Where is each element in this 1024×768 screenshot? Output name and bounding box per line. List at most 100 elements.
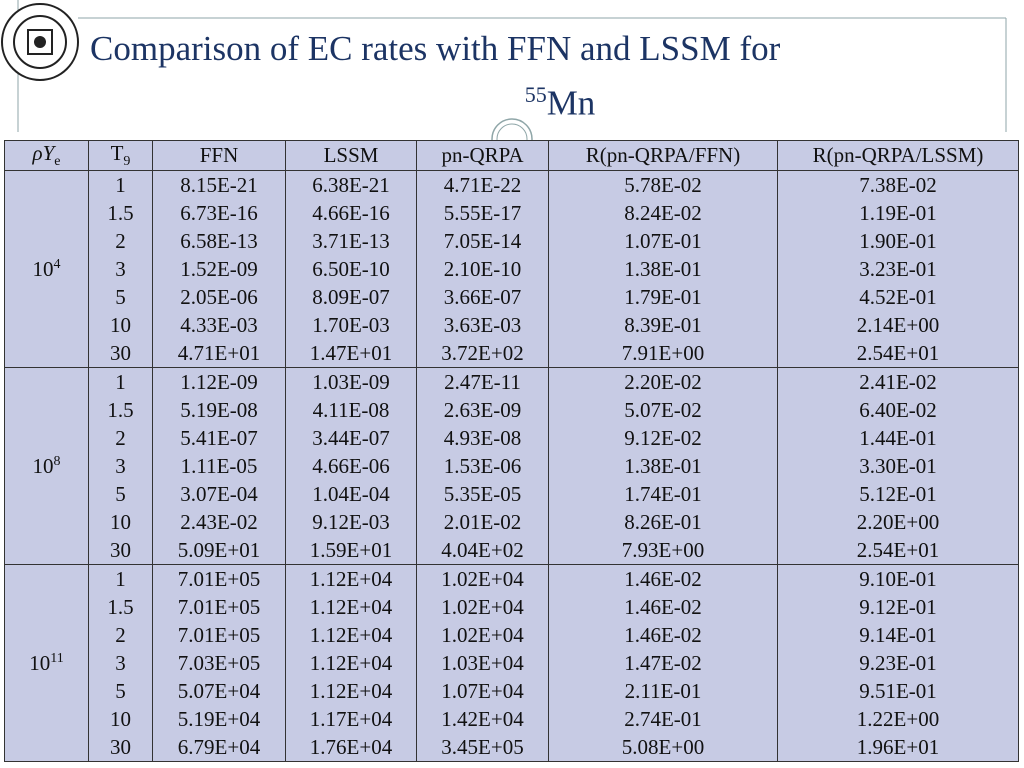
- table-row: 5 3.07E-04 1.04E-04 5.35E-05 1.74E-01 5.12E-0…: [5, 480, 1019, 509]
- table-row: 30 4.71E+01 1.47E+01 3.72E+02 7.91E+00 2.54E+…: [5, 339, 1019, 368]
- superscript: 55: [524, 82, 547, 107]
- table-cell: 1.12E+04: [285, 649, 417, 678]
- table-cell: 6.58E-13: [152, 227, 286, 256]
- density-cell: 1011: [4, 564, 89, 762]
- table-row: 5 2.05E-06 8.09E-07 3.66E-07 1.79E-01 4.52E-0…: [5, 283, 1019, 312]
- table-cell: 1.03E-09: [285, 367, 417, 397]
- table-cell: 1.59E+01: [285, 536, 417, 565]
- table-cell: 4.52E-01: [777, 283, 1019, 312]
- table-cell: 1.02E+04: [416, 564, 549, 594]
- table-cell: 10: [88, 705, 153, 734]
- table-cell: 3.44E-07: [285, 424, 417, 453]
- table-row: 30 6.79E+04 1.76E+04 3.45E+05 5.08E+00 1.96E+…: [5, 733, 1019, 762]
- table-cell: 1.38E-01: [548, 255, 778, 284]
- table-cell: 9.23E-01: [777, 649, 1019, 678]
- header-cell: R(pn-QRPA/FFN): [548, 139, 778, 172]
- slide-title: Comparison of EC rates with FFN and LSSM…: [90, 26, 950, 127]
- table-cell: 5.09E+01: [152, 536, 286, 565]
- table-cell: 2.54E+01: [777, 339, 1019, 368]
- table-row: 1.5 7.01E+05 1.12E+04 1.02E+04 1.46E-02 9.12E…: [5, 593, 1019, 622]
- header-main: T: [110, 141, 124, 165]
- table-cell: 10: [88, 508, 153, 537]
- table-cell: 1.79E-01: [548, 283, 778, 312]
- table-cell: 2: [88, 621, 153, 650]
- table-cell: 5.08E+00: [548, 733, 778, 762]
- table-row: 108 1 1.12E-09 1.03E-09 2.47E-11 2.20E-02 2.41…: [4, 367, 1019, 565]
- table-row: 10 4.33E-03 1.70E-03 3.63E-03 8.39E-01 2.14E+…: [5, 311, 1019, 340]
- table-cell: 1.22E+00: [777, 705, 1019, 734]
- table-cell: 3: [88, 649, 153, 678]
- table-cell: 7.01E+05: [152, 593, 286, 622]
- table-cell: 1.90E-01: [777, 227, 1019, 256]
- row-group: 1011 1 7.01E+05 1.12E+04 1.02E+04 1.46E-02 9.1…: [4, 564, 1019, 762]
- table-cell: 1.76E+04: [285, 733, 417, 762]
- table-cell: 5.07E-02: [548, 396, 778, 425]
- logo: [1, 3, 79, 81]
- table-row: 2 5.41E-07 3.44E-07 4.93E-08 9.12E-02 1.44E-0…: [5, 424, 1019, 453]
- table-cell: 5.55E-17: [416, 199, 549, 228]
- table-cell: 5.19E-08: [152, 396, 286, 425]
- density-exp: 11: [50, 650, 64, 666]
- rates-table: ρYe T9 FFN LSSM pn-QRPA R(pn-QRPA/FFN) R(pn-QR…: [4, 139, 1019, 763]
- table-cell: 1.04E-04: [285, 480, 417, 509]
- table-cell: 1.12E+04: [285, 593, 417, 622]
- slide-frame: [1, 0, 1007, 140]
- density-base: 10: [32, 256, 54, 281]
- table-row: 104 1 8.15E-21 6.38E-21 4.71E-22 5.78E-02 7.38…: [4, 170, 1019, 368]
- table-cell: 3: [88, 255, 153, 284]
- table-cell: 8.09E-07: [285, 283, 417, 312]
- table-cell: 1.07E-01: [548, 227, 778, 256]
- table-cell: 4.71E-22: [416, 170, 549, 200]
- table-cell: 1.53E-06: [416, 452, 549, 481]
- table-cell: 1: [88, 170, 153, 200]
- table-cell: 1.12E+04: [285, 621, 417, 650]
- table-cell: 3.23E-01: [777, 255, 1019, 284]
- table-cell: 1.5: [88, 199, 153, 228]
- density-exp: 8: [53, 453, 61, 469]
- table-cell: 1.74E-01: [548, 480, 778, 509]
- table-cell: 4.11E-08: [285, 396, 417, 425]
- table-cell: 7.93E+00: [548, 536, 778, 565]
- table-cell: 1.46E-02: [548, 564, 778, 594]
- table-cell: 1.12E-09: [152, 367, 286, 397]
- header-sub: 9: [123, 154, 131, 170]
- header-sub: e: [54, 154, 61, 170]
- table-row: 5 5.07E+04 1.12E+04 1.07E+04 2.11E-01 9.51E-0…: [5, 677, 1019, 706]
- density-cell: 104: [4, 170, 89, 368]
- table-cell: 5.19E+04: [152, 705, 286, 734]
- table-cell: 1.07E+04: [416, 677, 549, 706]
- table-cell: 30: [88, 536, 153, 565]
- table-cell: 1.96E+01: [777, 733, 1019, 762]
- table-cell: 1.44E-01: [777, 424, 1019, 453]
- table-cell: 7.91E+00: [548, 339, 778, 368]
- table-cell: 2.05E-06: [152, 283, 286, 312]
- table-cell: 2.41E-02: [777, 367, 1019, 397]
- table-cell: 4.71E+01: [152, 339, 286, 368]
- table-row: 2 6.58E-13 3.71E-13 7.05E-14 1.07E-01 1.90E-0…: [5, 227, 1019, 256]
- density-exp: 4: [53, 256, 61, 272]
- table-cell: 3.72E+02: [416, 339, 549, 368]
- table-cell: 1.03E+04: [416, 649, 549, 678]
- table-cell: 1.38E-01: [548, 452, 778, 481]
- table-cell: 5: [88, 480, 153, 509]
- table-cell: 7.01E+05: [152, 621, 286, 650]
- table-cell: 1.46E-02: [548, 593, 778, 622]
- table-cell: 6.38E-21: [285, 170, 417, 200]
- table-cell: 5.78E-02: [548, 170, 778, 200]
- header-main: ρY: [32, 141, 55, 165]
- table-cell: 2.20E-02: [548, 367, 778, 397]
- table-cell: 2.43E-02: [152, 508, 286, 537]
- row-group: 108 1 1.12E-09 1.03E-09 2.47E-11 2.20E-02 2.41…: [4, 367, 1019, 565]
- table-row: 3 7.03E+05 1.12E+04 1.03E+04 1.47E-02 9.23E-0…: [5, 649, 1019, 678]
- table-cell: 6.79E+04: [152, 733, 286, 762]
- table-cell: 8.39E-01: [548, 311, 778, 340]
- table-cell: 1.02E+04: [416, 593, 549, 622]
- table-cell: 1.70E-03: [285, 311, 417, 340]
- table-cell: 2.63E-09: [416, 396, 549, 425]
- table-cell: 8.26E-01: [548, 508, 778, 537]
- table-cell: 3.45E+05: [416, 733, 549, 762]
- header-cell: R(pn-QRPA/LSSM): [777, 139, 1019, 172]
- table-row: 1011 1 7.01E+05 1.12E+04 1.02E+04 1.46E-02 9.1…: [4, 564, 1019, 762]
- header-cell: T9: [88, 139, 153, 172]
- header-cell: pn-QRPA: [416, 139, 549, 172]
